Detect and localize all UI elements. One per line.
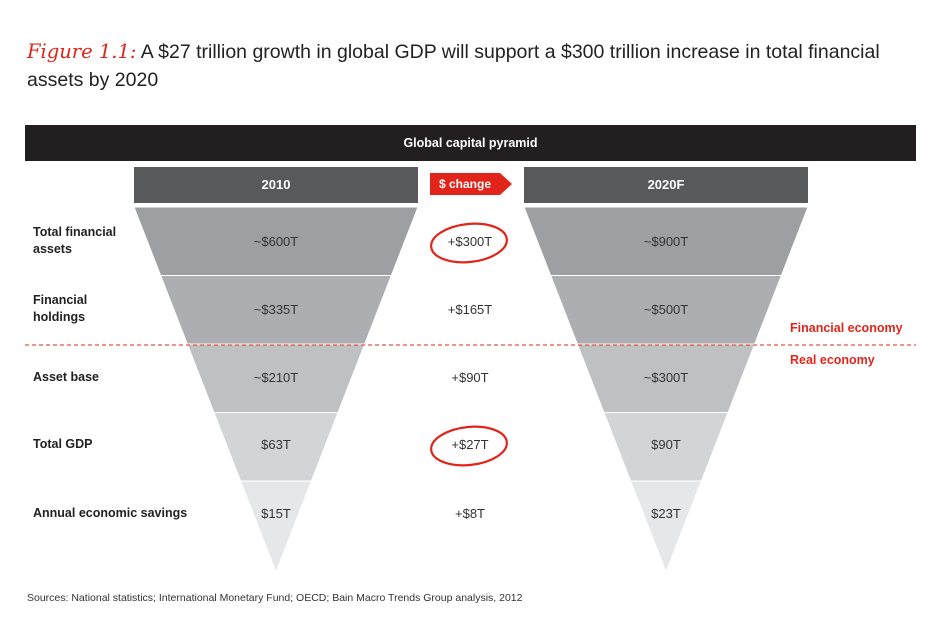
row-label-annual-economic-savings: Annual economic savings <box>33 506 188 520</box>
value-change: +$8T <box>455 506 485 521</box>
pyramid-right <box>523 206 809 574</box>
value-2020f: ~$300T <box>643 370 689 385</box>
highlight-circle <box>430 425 508 467</box>
value-change: +$165T <box>447 302 493 317</box>
figure-label: Figure 1.1: <box>27 40 137 63</box>
pyramid-tier <box>629 480 703 574</box>
value-2020f: ~$500T <box>643 302 689 317</box>
financial-economy-label: Financial economy <box>790 321 903 335</box>
value-2010: ~$600T <box>253 234 299 249</box>
figure-title-text: A $27 trillion growth in global GDP will… <box>27 41 880 91</box>
figure-title: Figure 1.1: A $27 trillion growth in glo… <box>27 38 927 94</box>
real-economy-label: Real economy <box>790 353 875 367</box>
value-2010: ~$335T <box>253 302 299 317</box>
pyramid-tier <box>239 480 313 574</box>
value-2020f: $23T <box>651 506 681 521</box>
value-2010: $15T <box>261 506 291 521</box>
highlight-circle <box>430 222 508 264</box>
value-2010: $63T <box>261 437 291 452</box>
row-label-total-financial-assets: Total financial assets <box>33 225 117 256</box>
row-label-total-gdp: Total GDP <box>33 437 93 451</box>
change-column-label: $ change <box>438 177 492 191</box>
change-arrow-header: $ change <box>430 173 512 195</box>
arrow-right-icon <box>430 173 512 195</box>
value-2020f: ~$900T <box>643 234 689 249</box>
column-header-2010: 2010 <box>134 167 418 203</box>
pyramid-left <box>133 206 419 574</box>
value-2010: ~$210T <box>253 370 299 385</box>
row-label-asset-base: Asset base <box>33 370 100 384</box>
global-capital-pyramid-header: Global capital pyramid <box>25 125 916 161</box>
value-change: +$27T <box>451 437 489 452</box>
row-label-financial-holdings: Financial holdings <box>33 293 88 324</box>
value-change: +$300T <box>447 234 493 249</box>
column-header-2020f: 2020F <box>524 167 808 203</box>
sources-note: Sources: National statistics; Internatio… <box>27 592 523 604</box>
value-change: +$90T <box>451 370 489 385</box>
value-2020f: $90T <box>651 437 681 452</box>
